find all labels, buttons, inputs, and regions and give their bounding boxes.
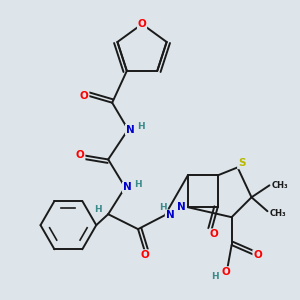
Text: N: N bbox=[178, 202, 186, 212]
Text: H: H bbox=[159, 203, 167, 212]
Text: O: O bbox=[221, 267, 230, 277]
Text: O: O bbox=[253, 250, 262, 260]
Text: O: O bbox=[76, 151, 85, 160]
Text: CH₃: CH₃ bbox=[269, 209, 286, 218]
Text: H: H bbox=[211, 272, 218, 281]
Text: H: H bbox=[94, 205, 102, 214]
Text: CH₃: CH₃ bbox=[272, 181, 288, 190]
Text: O: O bbox=[209, 229, 218, 239]
Text: S: S bbox=[238, 158, 245, 168]
Text: O: O bbox=[80, 91, 89, 101]
Text: N: N bbox=[123, 182, 131, 192]
Text: N: N bbox=[126, 124, 134, 135]
Text: H: H bbox=[137, 122, 145, 131]
Text: O: O bbox=[138, 19, 146, 29]
Text: O: O bbox=[141, 250, 149, 260]
Text: H: H bbox=[134, 180, 142, 189]
Text: N: N bbox=[166, 210, 174, 220]
